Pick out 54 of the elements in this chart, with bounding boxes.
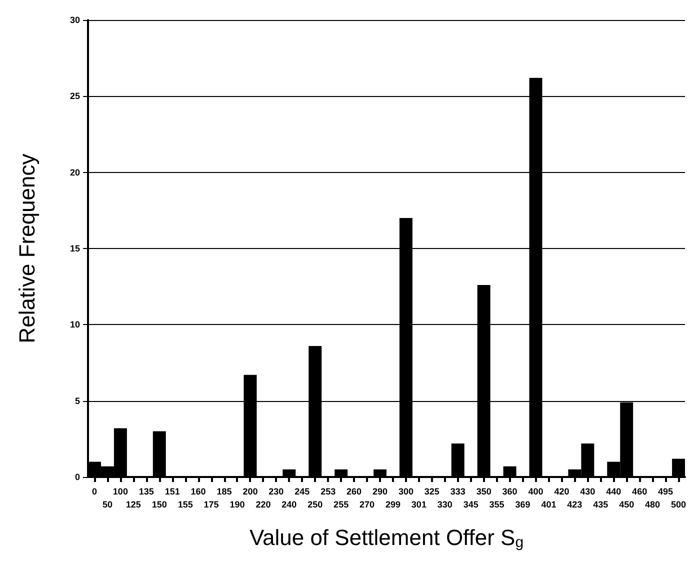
y-tick-label: 30 bbox=[70, 15, 80, 25]
x-tick-label: 460 bbox=[632, 486, 648, 496]
x-tick-label: 325 bbox=[424, 486, 440, 496]
x-tick-label: 423 bbox=[567, 500, 582, 510]
x-tick-label: 301 bbox=[411, 500, 426, 510]
y-tick-label: 25 bbox=[70, 91, 80, 102]
x-tick-label: 500 bbox=[670, 500, 686, 510]
x-tick-label: 430 bbox=[580, 486, 596, 496]
x-tick-label: 330 bbox=[437, 500, 452, 510]
x-tick-label: 240 bbox=[282, 500, 297, 510]
x-tick-label: 420 bbox=[554, 486, 570, 496]
x-tick-label: 255 bbox=[334, 500, 349, 510]
x-tick-label: 175 bbox=[204, 500, 219, 510]
x-tick-label: 190 bbox=[230, 500, 245, 510]
x-tick-label: 160 bbox=[190, 486, 206, 496]
x-tick-label: 250 bbox=[308, 500, 323, 510]
x-tick-label: 135 bbox=[138, 486, 154, 496]
x-tick-label: 150 bbox=[152, 500, 167, 510]
x-tick-label: 253 bbox=[320, 486, 336, 496]
x-tick-label: 0 bbox=[92, 486, 97, 496]
x-tick-label: 400 bbox=[528, 486, 544, 496]
x-tick-label: 369 bbox=[515, 500, 530, 510]
x-tick-label: 435 bbox=[593, 500, 608, 510]
y-tick-label: 15 bbox=[70, 244, 80, 254]
x-tick-label: 185 bbox=[216, 486, 232, 496]
x-tick-label: 125 bbox=[126, 500, 141, 510]
x-tick-label: 401 bbox=[541, 500, 556, 510]
x-tick-label: 230 bbox=[268, 486, 284, 496]
x-tick-label: 245 bbox=[294, 486, 310, 496]
x-tick-label: 355 bbox=[489, 500, 504, 510]
x-tick-label: 350 bbox=[476, 486, 492, 496]
x-tick-label: 260 bbox=[346, 486, 362, 496]
x-tick-label: 270 bbox=[360, 500, 375, 510]
x-tick-label: 345 bbox=[463, 500, 478, 510]
x-tick-label: 300 bbox=[398, 486, 414, 496]
y-tick-label: 5 bbox=[74, 396, 80, 406]
x-tick-label: 155 bbox=[178, 500, 193, 510]
x-tick-label: 200 bbox=[242, 486, 258, 496]
x-tick-label: 480 bbox=[645, 500, 660, 510]
x-tick-label: 220 bbox=[256, 500, 271, 510]
y-tick-label: 10 bbox=[70, 320, 80, 330]
x-tick-label: 495 bbox=[658, 486, 674, 496]
x-tick-label: 50 bbox=[102, 500, 112, 510]
y-tick-label: 0 bbox=[74, 472, 80, 482]
x-tick-label: 360 bbox=[502, 486, 518, 496]
x-tick-label: 100 bbox=[112, 486, 128, 496]
x-tick-label: 290 bbox=[372, 486, 388, 496]
x-tick-label: 333 bbox=[450, 486, 466, 496]
x-tick-label: 440 bbox=[606, 486, 622, 496]
x-tick-label: 299 bbox=[385, 500, 401, 510]
y-axis-title: Relative Frequency bbox=[14, 154, 40, 344]
x-tick-label: 151 bbox=[164, 486, 180, 496]
y-tick-label: 20 bbox=[70, 167, 80, 178]
x-tick-label: 450 bbox=[619, 500, 634, 510]
